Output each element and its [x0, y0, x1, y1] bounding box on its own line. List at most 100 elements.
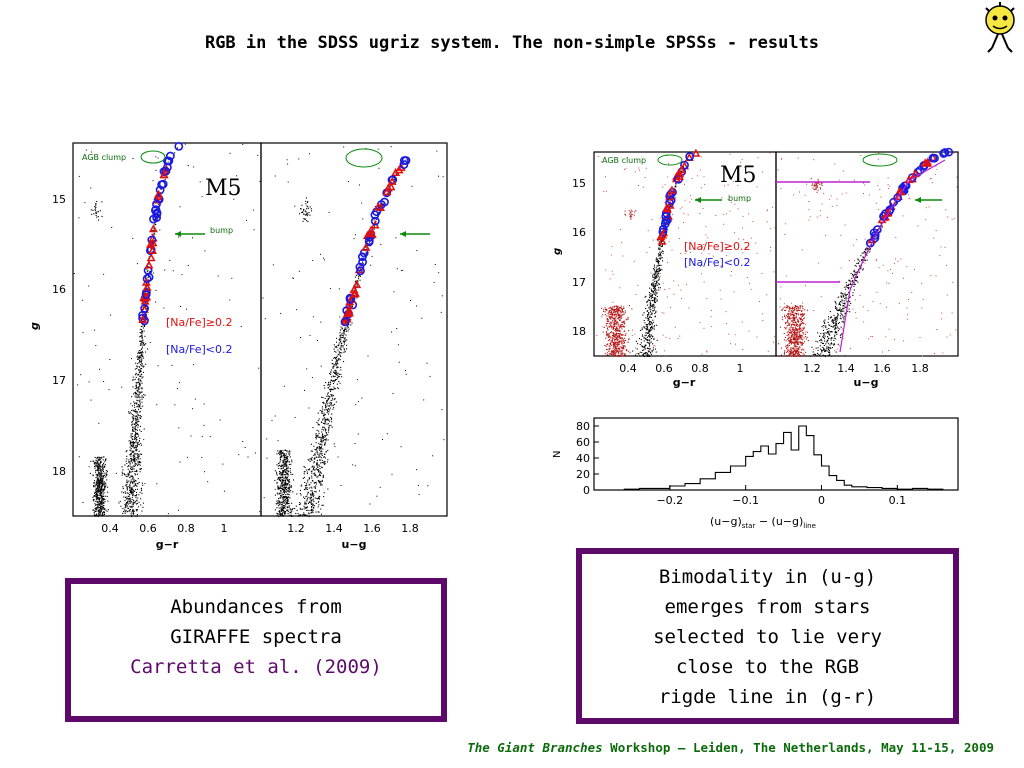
star-point — [102, 507, 104, 509]
star-point — [193, 166, 195, 168]
star-point — [155, 219, 157, 221]
star-point — [865, 249, 867, 251]
star-point — [615, 338, 617, 340]
star-point — [612, 314, 614, 316]
star-point — [325, 440, 327, 442]
star-point — [124, 500, 126, 502]
star-point — [95, 345, 97, 347]
star-point — [309, 484, 311, 486]
star-point — [128, 470, 130, 472]
star-point — [99, 491, 101, 493]
star-point — [618, 336, 620, 338]
star-point — [128, 465, 130, 467]
star-point — [97, 462, 99, 464]
star-point — [104, 472, 106, 474]
star-point — [266, 457, 268, 459]
star-point — [827, 347, 829, 349]
star-point — [339, 354, 341, 356]
star-point — [105, 475, 107, 477]
star-point — [172, 270, 174, 272]
star-point — [344, 351, 346, 353]
star-point — [98, 480, 100, 482]
star-point — [356, 297, 358, 299]
star-point — [138, 415, 140, 417]
star-point — [138, 373, 140, 375]
star-point — [831, 319, 833, 321]
star-point — [325, 407, 327, 409]
star-point — [95, 494, 97, 496]
star-point — [835, 327, 837, 329]
star-point — [94, 209, 96, 211]
star-point — [396, 328, 398, 329]
star-point — [815, 347, 817, 349]
star-point — [830, 342, 832, 344]
star-point — [289, 456, 291, 458]
star-point — [96, 491, 98, 493]
star-point — [866, 247, 868, 249]
star-point — [300, 509, 302, 511]
star-point — [628, 213, 630, 215]
star-point — [654, 293, 656, 295]
star-point — [141, 344, 143, 346]
star-point — [136, 515, 138, 517]
star-point — [285, 491, 287, 493]
star-point — [132, 504, 134, 506]
star-point — [138, 481, 140, 483]
star-point — [610, 308, 612, 310]
star-point — [652, 282, 654, 284]
star-point — [635, 294, 637, 295]
star-point — [319, 454, 321, 456]
star-point — [650, 295, 652, 297]
star-point — [303, 218, 305, 220]
star-point — [706, 298, 708, 300]
star-point — [660, 269, 662, 271]
star-point — [289, 450, 291, 452]
star-point — [207, 481, 209, 483]
star-point — [330, 399, 332, 401]
star-point — [677, 338, 679, 339]
star-point — [824, 349, 826, 351]
star-point — [840, 313, 842, 315]
star-point — [625, 318, 627, 320]
star-point — [619, 310, 621, 312]
star-point — [836, 333, 838, 335]
star-point — [743, 239, 745, 241]
star-point — [280, 513, 282, 515]
star-point — [96, 480, 98, 482]
star-point — [159, 229, 161, 231]
star-point — [626, 350, 628, 352]
star-point — [285, 489, 287, 491]
star-point — [609, 348, 611, 350]
star-point — [365, 252, 367, 254]
star-point — [281, 504, 283, 506]
star-point — [834, 330, 836, 332]
star-point — [318, 475, 320, 477]
star-point — [130, 471, 132, 473]
star-point — [359, 279, 361, 281]
star-point — [606, 308, 608, 310]
star-point — [651, 290, 653, 292]
star-point — [132, 489, 134, 491]
star-point — [827, 316, 829, 318]
star-point — [283, 494, 285, 496]
star-point — [140, 468, 142, 470]
star-point — [327, 384, 329, 386]
star-point — [141, 354, 143, 356]
star-point — [335, 379, 337, 381]
star-point — [661, 240, 663, 242]
star-point — [392, 393, 394, 394]
star-point — [141, 377, 143, 379]
star-point — [325, 439, 327, 441]
star-point — [100, 492, 102, 494]
star-point — [706, 350, 708, 352]
star-point — [373, 228, 375, 230]
star-point — [597, 156, 599, 157]
star-point — [854, 280, 856, 282]
star-point — [749, 282, 750, 284]
star-point — [281, 513, 283, 515]
star-point — [332, 383, 334, 385]
star-point — [340, 337, 342, 339]
star-point — [129, 442, 131, 444]
star-point — [287, 487, 289, 489]
star-point — [134, 429, 136, 431]
